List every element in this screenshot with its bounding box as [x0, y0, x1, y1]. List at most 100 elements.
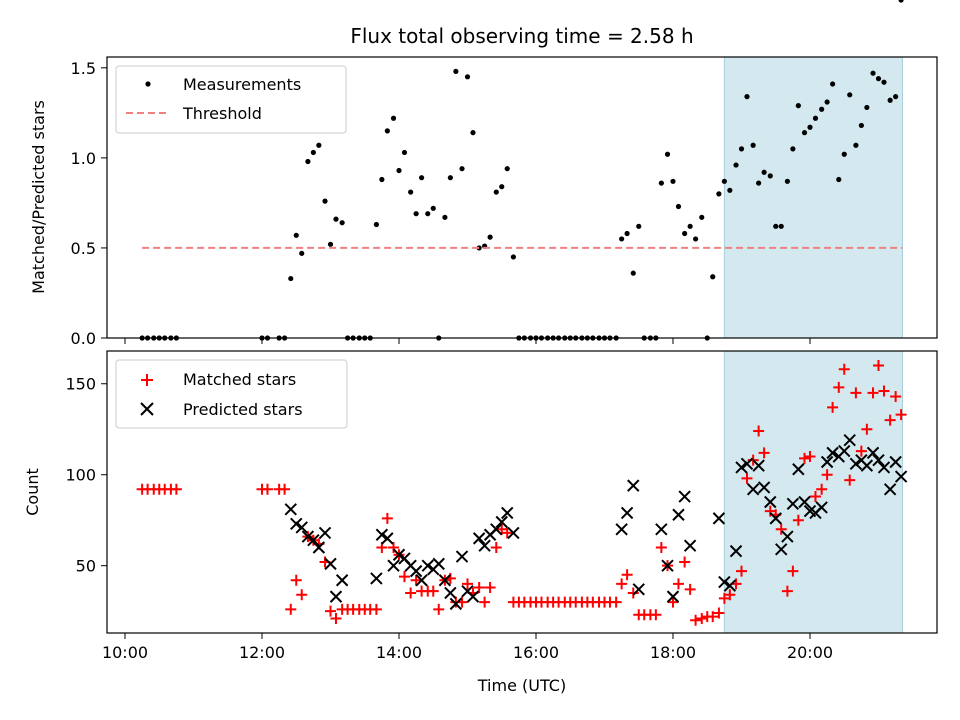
x-tick-label: 18:00 — [650, 643, 696, 662]
x-tick-label: 10:00 — [102, 643, 148, 662]
data-point — [476, 245, 482, 251]
data-point — [784, 178, 790, 184]
data-point — [735, 461, 748, 474]
data-point — [723, 579, 737, 592]
bottom-panel-y-ticks: 50 100 150 — [65, 375, 107, 576]
data-point — [373, 221, 379, 228]
data-point — [830, 81, 836, 87]
data-point — [764, 495, 777, 509]
y-tick-label: 1.0 — [71, 149, 96, 168]
data-point — [293, 232, 299, 238]
data-point — [675, 203, 682, 210]
legend-threshold-label: Threshold — [182, 104, 262, 123]
data-point — [655, 541, 667, 553]
y-tick-label: 0.5 — [71, 239, 96, 258]
data-point — [329, 590, 343, 603]
data-point — [501, 506, 514, 520]
data-point — [833, 381, 845, 393]
data-point — [718, 575, 731, 589]
data-point — [419, 175, 425, 181]
data-point — [761, 169, 767, 175]
data-point — [746, 483, 760, 496]
data-point — [843, 433, 856, 447]
data-point — [632, 583, 645, 596]
data-point — [333, 216, 339, 222]
x-tick-label: 12:00 — [239, 643, 285, 662]
top-y-axis-label: Matched/Predicted stars — [29, 100, 48, 294]
data-point — [415, 574, 428, 587]
data-point — [716, 191, 722, 197]
top-panel-frame — [106, 56, 938, 339]
data-point — [301, 530, 315, 543]
data-point — [858, 122, 864, 129]
data-point — [881, 79, 887, 85]
data-point — [462, 578, 473, 590]
legend-measurements-marker — [145, 81, 151, 87]
data-point — [413, 211, 419, 217]
x-tick-label: 20:00 — [787, 643, 833, 662]
data-point — [290, 574, 302, 586]
data-point — [872, 453, 885, 467]
data-point — [392, 548, 406, 561]
data-point — [459, 166, 465, 172]
data-point — [740, 457, 754, 471]
data-point — [678, 490, 691, 503]
data-point — [756, 180, 762, 186]
data-point — [820, 455, 834, 469]
top-panel-shaded-span — [723, 56, 903, 339]
data-point — [824, 99, 830, 105]
data-point — [466, 590, 480, 603]
data-point — [636, 223, 642, 229]
data-point — [322, 198, 328, 204]
data-point — [721, 178, 727, 184]
data-point — [736, 565, 747, 577]
data-point — [727, 187, 733, 193]
data-point — [405, 587, 417, 599]
data-point — [324, 557, 337, 571]
data-point — [699, 214, 705, 220]
data-point — [421, 559, 434, 572]
data-point — [769, 512, 782, 525]
data-point — [821, 469, 833, 481]
data-point — [650, 609, 662, 621]
data-point — [753, 425, 765, 437]
data-point — [455, 550, 469, 563]
data-point — [778, 223, 784, 229]
data-point — [616, 578, 628, 590]
data-point — [841, 151, 847, 157]
data-point — [855, 445, 867, 457]
data-point — [610, 596, 622, 608]
data-point — [510, 254, 516, 260]
data-point — [884, 414, 896, 426]
data-point — [493, 189, 499, 195]
data-point — [339, 220, 345, 226]
data-point — [470, 130, 476, 136]
data-point — [792, 514, 804, 526]
data-point — [620, 506, 634, 520]
data-point — [449, 597, 463, 611]
top-panel-y-ticks: 0.0 0.5 1.0 1.5 — [71, 59, 107, 348]
data-point — [690, 614, 702, 626]
data-point — [773, 223, 779, 229]
data-point — [284, 503, 297, 516]
data-point — [490, 523, 503, 536]
legend-matched-marker — [141, 374, 153, 386]
data-point — [883, 483, 897, 496]
data-point — [381, 512, 393, 524]
data-point — [850, 387, 862, 399]
data-point — [261, 483, 273, 495]
data-point — [464, 74, 471, 80]
data-point — [781, 530, 794, 543]
data-point — [312, 541, 326, 554]
data-point — [495, 515, 508, 529]
data-point — [504, 166, 510, 172]
top-legend-box — [115, 65, 347, 134]
y-tick-label: 1.5 — [71, 59, 96, 78]
series-matched-stars — [136, 360, 907, 626]
data-point — [838, 444, 851, 458]
data-point — [433, 603, 445, 615]
series-predicted-stars — [284, 433, 908, 611]
data-point — [867, 387, 879, 399]
data-point — [847, 92, 853, 98]
